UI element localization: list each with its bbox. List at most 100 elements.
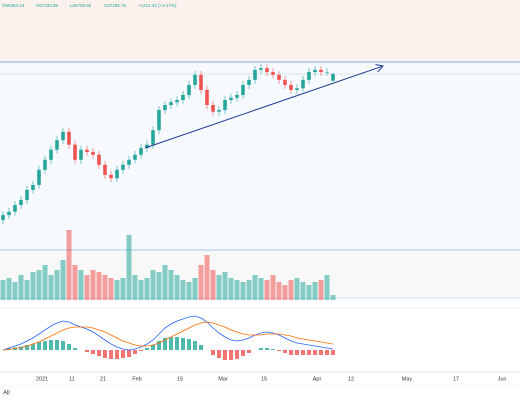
candle-body bbox=[103, 164, 107, 175]
x-tick-label: 15 bbox=[261, 376, 267, 382]
range-button[interactable]: All bbox=[3, 391, 10, 397]
ohlc-legend: O55953.44 H57333.85 L55700.80 C57165.76 +121… bbox=[2, 3, 177, 8]
volume-bar bbox=[180, 280, 186, 300]
marks: 2021 11 21 Feb 15 Mar 15 Apr 12 May 17 Jun bbox=[0, 64, 506, 382]
volume-bar bbox=[132, 275, 138, 300]
candle-body bbox=[301, 79, 305, 89]
volume-bar bbox=[246, 280, 252, 300]
candle-body bbox=[181, 94, 185, 100]
macd-histogram bbox=[91, 350, 95, 354]
volume-bar bbox=[300, 282, 306, 300]
macd-histogram bbox=[133, 350, 137, 354]
macd-histogram bbox=[331, 350, 335, 355]
macd-histogram bbox=[187, 339, 191, 350]
volume-bar bbox=[288, 280, 294, 300]
volume-bar bbox=[126, 235, 132, 300]
macd-histogram bbox=[127, 350, 131, 357]
macd-histogram bbox=[31, 344, 35, 350]
macd-histogram bbox=[19, 346, 23, 350]
macd-histogram bbox=[229, 350, 233, 360]
candle-body bbox=[1, 215, 5, 221]
x-tick-label: Apr bbox=[313, 376, 322, 382]
volume-bar bbox=[90, 270, 96, 300]
macd-histogram bbox=[37, 342, 41, 350]
candle-body bbox=[73, 144, 77, 160]
macd-histogram bbox=[265, 348, 269, 350]
volume-bar bbox=[18, 275, 24, 300]
candle-body bbox=[133, 154, 137, 160]
candle-body bbox=[229, 97, 233, 100]
macd-histogram bbox=[139, 350, 143, 351]
candle-body bbox=[217, 110, 221, 112]
macd-histogram bbox=[151, 345, 155, 350]
candle-body bbox=[109, 174, 113, 179]
x-tick-label: Mar bbox=[218, 376, 228, 382]
volume-bar bbox=[210, 270, 216, 300]
macd-histogram bbox=[73, 348, 77, 350]
macd-histogram bbox=[85, 350, 89, 352]
macd-histogram bbox=[313, 350, 317, 355]
volume-bar bbox=[252, 275, 258, 300]
x-tick-label: 2021 bbox=[36, 376, 48, 382]
volume-bar bbox=[222, 272, 228, 300]
volume-bar bbox=[102, 275, 108, 300]
macd-histogram bbox=[49, 340, 53, 350]
macd-histogram bbox=[121, 350, 125, 358]
x-tick-label: Feb bbox=[132, 376, 141, 382]
macd-histogram bbox=[109, 350, 113, 359]
volume-bar bbox=[30, 272, 36, 300]
volume-bar bbox=[240, 282, 246, 300]
volume-bar bbox=[120, 278, 126, 300]
ohlc-value: L55700.80 bbox=[70, 3, 92, 8]
candle-body bbox=[235, 94, 239, 98]
volume-bar bbox=[324, 275, 330, 300]
volume-bar bbox=[84, 275, 90, 300]
ohlc-value: C57165.76 bbox=[104, 3, 127, 8]
candle-body bbox=[253, 69, 257, 80]
macd-histogram bbox=[223, 350, 227, 360]
candle-body bbox=[85, 149, 89, 152]
trend-arrow bbox=[144, 66, 383, 149]
macd-histogram bbox=[325, 350, 329, 355]
macd-histogram bbox=[295, 350, 299, 355]
volume-bar bbox=[42, 265, 48, 300]
x-tick-label: 21 bbox=[100, 376, 106, 382]
volume-bar bbox=[114, 280, 120, 300]
volume-bar bbox=[276, 282, 282, 300]
candle-body bbox=[313, 69, 317, 73]
candle-body bbox=[331, 73, 335, 81]
macd-histogram bbox=[115, 350, 119, 359]
macd-histogram bbox=[211, 350, 215, 355]
candle-body bbox=[67, 131, 71, 145]
macd-histogram bbox=[301, 350, 305, 355]
candle-body bbox=[289, 84, 293, 90]
volume-bar bbox=[174, 275, 180, 300]
volume-bar bbox=[156, 272, 162, 300]
x-tick-label: 15 bbox=[177, 376, 183, 382]
macd-histogram bbox=[193, 341, 197, 350]
candle-body bbox=[43, 159, 47, 170]
candle-body bbox=[97, 154, 101, 165]
volume-bar bbox=[318, 280, 324, 300]
macd-histogram bbox=[235, 350, 239, 359]
macd-histogram bbox=[259, 348, 263, 350]
volume-bar bbox=[306, 285, 312, 300]
volume-bar bbox=[186, 282, 192, 300]
candle-body bbox=[151, 130, 155, 145]
volume-bar bbox=[60, 260, 66, 300]
volume-bar bbox=[168, 270, 174, 300]
candle-body bbox=[205, 89, 209, 106]
macd-histogram bbox=[163, 338, 167, 350]
macd-histogram bbox=[25, 345, 29, 350]
candle-body bbox=[211, 105, 215, 112]
x-tick-label: May bbox=[402, 376, 413, 382]
candle-body bbox=[19, 200, 23, 206]
volume-bar bbox=[264, 280, 270, 300]
volume-bar bbox=[66, 230, 72, 300]
candle-body bbox=[115, 169, 119, 179]
macd-histogram bbox=[277, 350, 281, 351]
candle-body bbox=[139, 148, 143, 155]
macd-histogram bbox=[103, 350, 107, 358]
candle-body bbox=[295, 88, 299, 90]
